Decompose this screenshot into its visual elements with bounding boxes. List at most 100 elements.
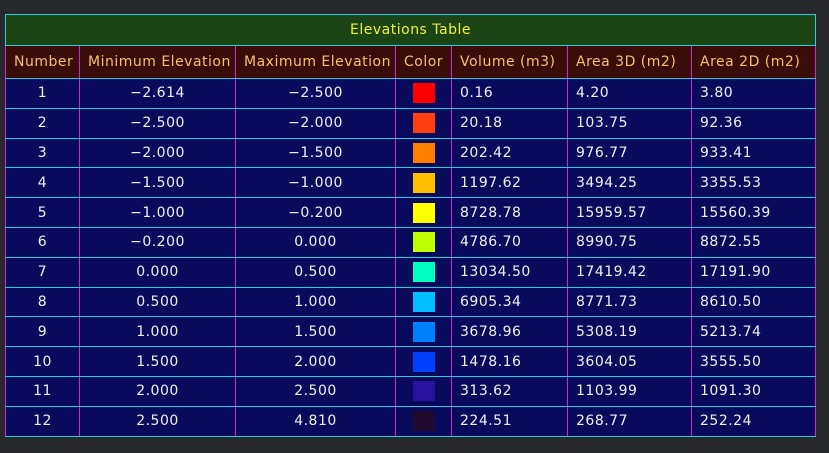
cell-area3d: 8771.73 — [567, 286, 692, 318]
cell-max: −2.000 — [235, 107, 396, 139]
cell-volume: 1197.62 — [451, 167, 568, 199]
table-row: 4 −1.500 −1.000 1197.62 3494.25 3355.53 — [5, 167, 817, 199]
color-cell — [395, 167, 452, 199]
color-cell — [395, 256, 452, 288]
column-header: Minimum Elevation — [79, 45, 236, 79]
color-swatch — [412, 351, 435, 372]
color-cell — [395, 107, 452, 139]
table-title: Elevations Table — [4, 14, 817, 46]
cell-area3d: 8990.75 — [567, 226, 692, 258]
cell-min: 2.500 — [79, 405, 236, 437]
column-header: Area 3D (m2) — [567, 45, 692, 79]
cell-volume: 3678.96 — [451, 316, 568, 348]
cell-number: 10 — [5, 346, 80, 377]
cell-volume: 6905.34 — [451, 286, 568, 318]
table-row: 3 −2.000 −1.500 202.42 976.77 933.41 — [5, 137, 817, 169]
color-cell — [395, 375, 452, 407]
table-row: 6 −0.200 0.000 4786.70 8990.75 8872.55 — [5, 226, 817, 258]
cell-max: 2.000 — [235, 346, 396, 377]
color-cell — [395, 316, 452, 348]
cell-area2d: 3.80 — [690, 78, 817, 109]
cell-number: 7 — [5, 256, 80, 288]
cell-min: −1.500 — [79, 167, 236, 199]
cell-number: 3 — [5, 137, 80, 169]
cell-area3d: 5308.19 — [567, 316, 692, 348]
cell-min: 0.500 — [79, 286, 236, 318]
color-swatch — [412, 381, 435, 402]
table-row: 2 −2.500 −2.000 20.18 103.75 92.36 — [5, 107, 817, 139]
color-cell — [395, 78, 452, 109]
cell-max: −1.000 — [235, 167, 396, 199]
column-header: Maximum Elevation — [235, 45, 396, 79]
cell-volume: 8728.78 — [451, 197, 568, 228]
cell-area3d: 1103.99 — [567, 375, 692, 407]
cell-max: 0.500 — [235, 256, 396, 288]
cell-area2d: 17191.90 — [690, 256, 817, 288]
cell-volume: 20.18 — [451, 107, 568, 139]
cell-max: 1.000 — [235, 286, 396, 318]
cell-volume: 202.42 — [451, 137, 568, 169]
cell-area2d: 3355.53 — [690, 167, 817, 199]
cell-area2d: 1091.30 — [690, 375, 817, 407]
cell-volume: 13034.50 — [451, 256, 568, 288]
cell-min: 2.000 — [79, 375, 236, 407]
cell-number: 1 — [5, 78, 80, 109]
cell-max: −0.200 — [235, 197, 396, 228]
cell-area3d: 3494.25 — [567, 167, 692, 199]
cell-area3d: 268.77 — [567, 405, 692, 437]
cell-area3d: 17419.42 — [567, 256, 692, 288]
table-row: 1 −2.614 −2.500 0.16 4.20 3.80 — [5, 78, 817, 109]
cell-area3d: 15959.57 — [567, 197, 692, 228]
table-row: 10 1.500 2.000 1478.16 3604.05 3555.50 — [5, 346, 817, 377]
table-row: 8 0.500 1.000 6905.34 8771.73 8610.50 — [5, 286, 817, 318]
color-swatch — [412, 83, 435, 104]
cell-area2d: 252.24 — [690, 405, 817, 437]
table-row: 12 2.500 4.810 224.51 268.77 252.24 — [5, 405, 817, 437]
color-cell — [395, 286, 452, 318]
color-cell — [395, 197, 452, 228]
cell-area2d: 3555.50 — [690, 346, 817, 377]
cell-min: −0.200 — [79, 226, 236, 258]
table-row: 7 0.000 0.500 13034.50 17419.42 17191.90 — [5, 256, 817, 288]
cell-max: −1.500 — [235, 137, 396, 169]
cell-max: 2.500 — [235, 375, 396, 407]
cell-area2d: 933.41 — [690, 137, 817, 169]
cell-number: 11 — [5, 375, 80, 407]
cell-max: 1.500 — [235, 316, 396, 348]
cell-number: 8 — [5, 286, 80, 318]
column-header: Number — [5, 45, 80, 79]
cell-volume: 313.62 — [451, 375, 568, 407]
cell-min: 1.500 — [79, 346, 236, 377]
table-row: 11 2.000 2.500 313.62 1103.99 1091.30 — [5, 375, 817, 407]
cell-volume: 0.16 — [451, 78, 568, 109]
cell-min: −2.000 — [79, 137, 236, 169]
elevations-table: Elevations Table Number Minimum Elevation… — [4, 14, 817, 437]
column-header: Color — [395, 45, 452, 79]
cell-volume: 4786.70 — [451, 226, 568, 258]
cell-number: 6 — [5, 226, 80, 258]
color-swatch — [412, 172, 435, 193]
cell-area2d: 5213.74 — [690, 316, 817, 348]
cell-area2d: 8872.55 — [690, 226, 817, 258]
color-swatch — [412, 142, 435, 163]
color-swatch — [412, 321, 435, 342]
color-swatch — [412, 262, 435, 283]
cell-number: 2 — [5, 107, 80, 139]
header-row: Number Minimum Elevation Maximum Elevation… — [5, 45, 817, 79]
column-header: Volume (m3) — [451, 45, 568, 79]
cell-volume: 224.51 — [451, 405, 568, 437]
cell-area2d: 15560.39 — [690, 197, 817, 228]
cell-area3d: 4.20 — [567, 78, 692, 109]
cell-min: −2.500 — [79, 107, 236, 139]
color-cell — [395, 137, 452, 169]
cell-min: 0.000 — [79, 256, 236, 288]
color-cell — [395, 405, 452, 437]
table-body: 1 −2.614 −2.500 0.16 4.20 3.80 2 −2.500 −2.000 20… — [5, 78, 817, 437]
table-row: 9 1.000 1.500 3678.96 5308.19 5213.74 — [5, 316, 817, 348]
cell-area2d: 92.36 — [690, 107, 817, 139]
cell-area2d: 8610.50 — [690, 286, 817, 318]
cell-number: 5 — [5, 197, 80, 228]
cell-min: −2.614 — [79, 78, 236, 109]
